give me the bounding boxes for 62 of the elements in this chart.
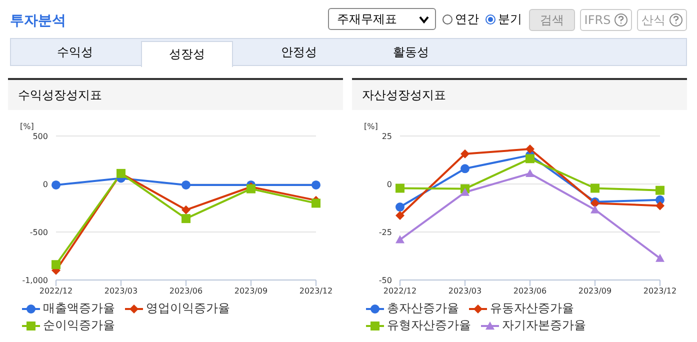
point — [590, 184, 600, 193]
legend-label: 총자산증가율 — [387, 300, 459, 317]
point — [396, 210, 404, 220]
point — [312, 198, 320, 208]
text: 수익성 — [56, 44, 94, 60]
point — [526, 168, 534, 178]
point — [656, 201, 664, 210]
x-tick-label: 2023/06 — [169, 286, 203, 296]
point — [656, 254, 664, 262]
point — [182, 205, 190, 214]
y-tick-label: -50 — [378, 276, 392, 285]
legend-label: 유동자산증가율 — [490, 300, 574, 317]
text: 안정성 — [280, 44, 318, 60]
point — [590, 205, 600, 214]
y-tick-label: 0 — [386, 180, 392, 189]
point — [460, 164, 470, 174]
y-tick-label: 25 — [382, 132, 392, 141]
point — [656, 186, 664, 195]
legend-label: 순이익증가율 — [43, 317, 115, 334]
y-axis-title: [%] — [20, 122, 34, 131]
point — [396, 202, 404, 212]
y-tick-label: 500 — [32, 132, 48, 141]
text: 주재무제표 — [337, 10, 397, 28]
point — [526, 154, 534, 164]
text: 연간 — [455, 11, 479, 28]
x-tick-label: 2023/09 — [578, 286, 612, 296]
x-tick-label: 2023/03 — [104, 286, 138, 296]
text: 성장성 — [141, 41, 233, 67]
y-tick-label: 0 — [42, 180, 48, 189]
point — [52, 180, 60, 190]
y-tick-label: -500 — [30, 228, 48, 237]
x-tick-label: 2023/09 — [234, 286, 268, 296]
point — [52, 260, 60, 270]
point — [182, 180, 190, 190]
x-tick-label: 2023/03 — [448, 286, 482, 296]
x-tick-label: 2022/12 — [39, 286, 73, 296]
point — [396, 184, 404, 193]
legend-label: 영업이익증가율 — [146, 300, 230, 317]
y-axis-title: [%] — [364, 122, 378, 131]
point — [312, 180, 320, 190]
text: 활동성 — [392, 44, 430, 60]
point — [526, 144, 534, 154]
chart-title: 수익성장성지표 — [8, 78, 343, 110]
text: 검색 — [529, 9, 575, 31]
point — [460, 149, 470, 158]
point — [182, 214, 190, 224]
x-tick-label: 2022/12 — [383, 286, 417, 296]
legend-label: 유형자산증가율 — [387, 317, 471, 334]
y-tick-label: -25 — [378, 228, 392, 237]
x-tick-label: 2023/06 — [513, 286, 547, 296]
chart-title: 자산성장성지표 — [352, 78, 687, 110]
legend-label: 매출액증가율 — [43, 300, 115, 317]
text: 투자분석 — [10, 12, 66, 30]
point — [396, 235, 404, 244]
x-tick-label: 2023/12 — [299, 286, 333, 296]
text: IFRS — [584, 13, 611, 27]
text: 산식 — [642, 12, 666, 28]
text: 분기 — [498, 11, 522, 28]
legend-label: 자기자본증가율 — [502, 317, 586, 334]
x-tick-label: 2023/12 — [643, 286, 677, 296]
y-tick-label: -1,000 — [22, 276, 48, 285]
point — [460, 188, 470, 196]
